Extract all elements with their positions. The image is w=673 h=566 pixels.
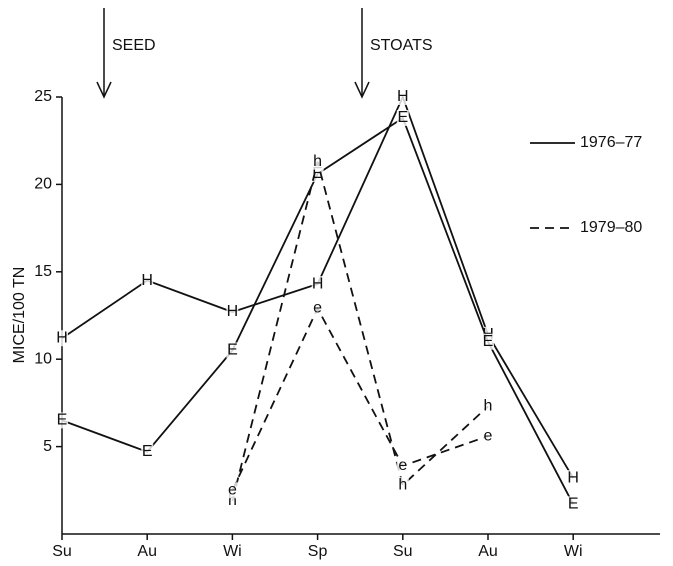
- point-marker: e: [398, 457, 407, 474]
- point-marker: H: [312, 275, 324, 292]
- annotation: STOATS: [370, 37, 433, 54]
- legend-label: 1976–77: [580, 134, 642, 151]
- marker-bg: [396, 109, 409, 126]
- x-tick-label: Wi: [564, 543, 583, 560]
- x-tick-label: Au: [478, 543, 498, 560]
- point-marker: E: [568, 496, 579, 513]
- point-marker: e: [313, 300, 322, 317]
- marker-bg: [311, 276, 324, 293]
- seed-arrow-head: [96, 81, 112, 99]
- point-marker: H: [227, 303, 239, 320]
- marker-bg: [396, 457, 409, 474]
- y-tick-label: 15: [34, 263, 52, 280]
- marker-bg: [396, 477, 409, 494]
- point-marker: H: [141, 272, 153, 289]
- marker-bg: [226, 342, 239, 359]
- point-marker: e: [228, 482, 237, 499]
- marker-bg: [396, 89, 409, 105]
- marker-bg: [482, 333, 494, 350]
- y-tick-label: 20: [34, 176, 52, 193]
- marker-bg: [482, 398, 494, 415]
- marker-bg: [56, 330, 68, 347]
- marker-bg: [141, 272, 154, 289]
- marker-bg: [226, 304, 239, 321]
- x-tick-label: Su: [52, 543, 72, 560]
- point-marker: E: [57, 412, 68, 429]
- marker-bg: [56, 412, 68, 429]
- annotation: SEED: [112, 37, 156, 54]
- x-tick-label: Wi: [223, 543, 242, 560]
- marker-bg: [141, 443, 154, 460]
- point-marker: E: [142, 443, 153, 460]
- point-marker: E: [397, 109, 408, 126]
- series-line: [231, 306, 489, 491]
- point-marker: h: [484, 398, 493, 415]
- marker-bg: [482, 428, 494, 445]
- point-marker: h: [228, 492, 237, 509]
- point-marker: h: [313, 153, 322, 170]
- marker-bg: [311, 165, 324, 182]
- point-marker: E: [227, 342, 238, 359]
- point-marker: e: [484, 427, 493, 444]
- y-tick-label: 25: [34, 88, 52, 105]
- y-tick-label: 5: [43, 438, 52, 455]
- stoats-arrow-head: [354, 81, 370, 99]
- x-tick-label: Sp: [308, 543, 328, 560]
- marker-bg: [311, 300, 324, 317]
- point-marker: h: [398, 476, 407, 493]
- point-marker: H: [567, 469, 579, 486]
- x-tick-label: Su: [393, 543, 413, 560]
- legend-label: 1979–80: [580, 219, 642, 236]
- y-axis-label: MICE/100 TN: [11, 267, 28, 364]
- marker-bg: [567, 496, 580, 513]
- marker-bg: [226, 482, 239, 499]
- y-tick-label: 10: [34, 350, 52, 367]
- marker-bg: [567, 470, 580, 487]
- point-marker: H: [56, 329, 68, 346]
- point-marker: E: [483, 333, 494, 350]
- x-tick-label: Au: [137, 543, 157, 560]
- series-line: [231, 161, 489, 502]
- point-marker: E: [312, 165, 323, 182]
- point-marker: H: [397, 88, 409, 105]
- marker-bg: [311, 153, 324, 170]
